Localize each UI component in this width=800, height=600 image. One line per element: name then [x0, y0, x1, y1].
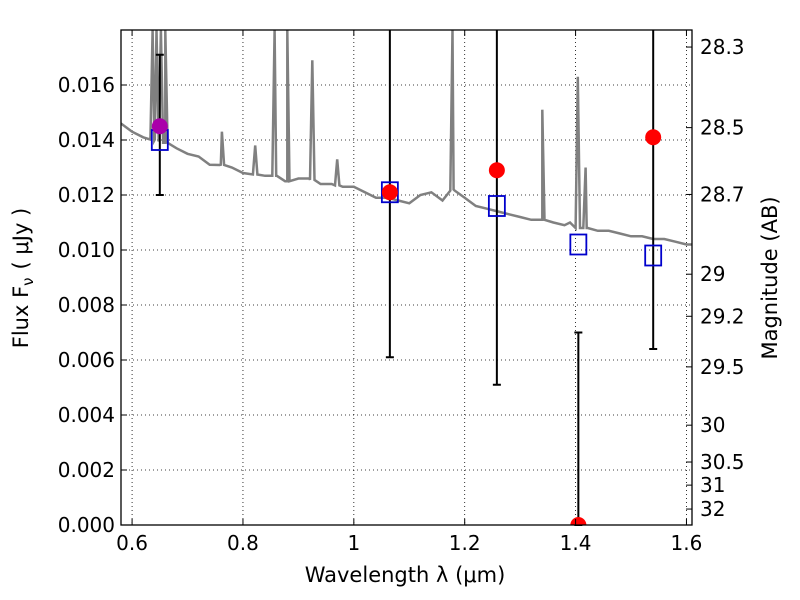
y-tick-label: 0.014	[58, 128, 115, 152]
y-tick-label: 0.006	[58, 348, 115, 372]
model-photometry-square	[569, 233, 588, 256]
x-tick-label: 0.6	[116, 531, 148, 555]
y-right-axis-label: Magnitude (AB)	[758, 196, 782, 359]
observed-layer	[151, 118, 662, 525]
y-tick-label: 0.000	[58, 513, 115, 537]
y-axis-label-sub: ν	[19, 277, 37, 285]
model-spectrum-line	[121, 30, 692, 246]
x-tick-label: 1	[347, 531, 360, 555]
grid-layer	[121, 30, 692, 525]
plot-frame	[120, 29, 693, 526]
observed-flux-point	[381, 184, 398, 201]
mag-tick-label: 30.5	[700, 450, 745, 474]
x-tick-label: 1.4	[560, 531, 592, 555]
observed-flux-point	[151, 118, 168, 135]
x-tick-label: 0.8	[227, 531, 259, 555]
y-tick-label: 0.010	[58, 238, 115, 262]
observed-flux-point	[645, 129, 662, 146]
x-axis-label: Wavelength λ (μm)	[305, 563, 506, 587]
y-tick-label: 0.002	[58, 458, 115, 482]
y-tick-label: 0.004	[58, 403, 115, 427]
y-axis-label-main: Flux F	[9, 286, 33, 348]
y-tick-label: 0.016	[58, 73, 115, 97]
mag-tick-label: 30	[700, 413, 725, 437]
y-tick-label: 0.008	[58, 293, 115, 317]
mag-tick-label: 32	[700, 497, 725, 521]
mag-tick-label: 28.3	[700, 35, 745, 59]
model-photometry-square	[644, 244, 663, 267]
y-axis-label-units: ( μJy )	[9, 208, 33, 270]
observed-flux-point	[570, 517, 587, 525]
errorbar-layer	[155, 30, 658, 526]
mag-tick-label: 28.5	[700, 116, 745, 140]
y-axis-label: Flux Fν ( μJy )	[9, 208, 37, 349]
mag-tick-label: 28.7	[700, 182, 745, 206]
x-tick-label: 1.2	[449, 531, 481, 555]
mag-tick-label: 29	[700, 262, 725, 286]
observed-flux-point	[488, 162, 505, 179]
y-tick-label: 0.012	[58, 183, 115, 207]
mag-tick-label: 31	[700, 473, 725, 497]
spectrum-layer	[121, 30, 692, 246]
model-photometry-square	[487, 195, 506, 217]
mag-tick-label: 29.2	[700, 304, 745, 328]
x-tick-label: 1.6	[671, 531, 703, 555]
mag-tick-label: 29.5	[700, 355, 745, 379]
tick-layer: 0.6 0.8 1 1.2 1.4 1.6 0.000 0.002 0.004 0.006 0.00…	[58, 30, 745, 555]
